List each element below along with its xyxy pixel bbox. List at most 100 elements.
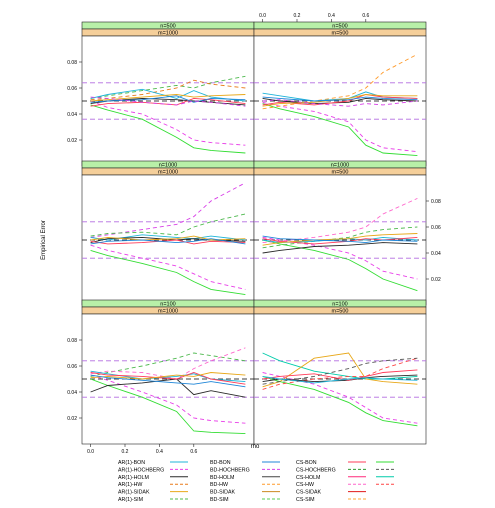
series-line — [90, 244, 246, 290]
series-line — [90, 95, 246, 103]
series-line — [262, 96, 418, 102]
legend-item: AR(1)-HOLM — [118, 475, 188, 481]
series-line — [90, 182, 246, 238]
x-tick-label: 0.2 — [294, 13, 301, 19]
legend-label: BD-HW — [210, 482, 228, 488]
legend-item: AR(1)-HOCHBERG — [118, 467, 188, 473]
series-line — [90, 100, 246, 146]
y-tick-label: 0.04 — [67, 112, 77, 118]
x-tick-label: 0.2 — [122, 449, 129, 455]
y-tick-label: 0.06 — [67, 86, 77, 92]
legend-label: BD-SIDAK — [210, 490, 235, 496]
legend-item: AR(1)-HW — [118, 482, 188, 488]
legend-item: BD-HOLM — [210, 475, 280, 481]
strip-m-label: m=1000 — [158, 31, 178, 37]
series-line — [90, 88, 246, 102]
strip-n-label: n=100 — [160, 302, 175, 308]
y-tick-label: 0.02 — [67, 416, 77, 422]
y-tick-label: 0.06 — [67, 364, 77, 370]
legend-item: CS-HOCHBERG — [296, 467, 366, 473]
legend-label: CS-SIM — [296, 497, 315, 503]
x-tick-label: 0.4 — [156, 449, 163, 455]
legend-label: CS-HOLM — [296, 475, 320, 481]
strip-m-label: m=500 — [332, 170, 349, 176]
legend-item: CS-SIDAK — [296, 490, 366, 496]
series-line — [262, 242, 418, 254]
legend-item: BD-SIM — [210, 497, 280, 503]
y-axis-label: Empirical Error — [41, 220, 47, 260]
series-line — [262, 99, 418, 107]
series-line — [90, 213, 246, 237]
legend-label: BD-BON — [210, 460, 231, 466]
series-line — [262, 53, 418, 110]
y-tick-label: 0.04 — [431, 251, 441, 257]
strip-m-label: m=1000 — [158, 309, 178, 315]
series-line — [262, 357, 418, 385]
legend-label: AR(1)-HW — [118, 482, 142, 488]
strip-n-label: n=500 — [160, 24, 175, 30]
strip-m-label: m=500 — [332, 31, 349, 37]
y-tick-label: 0.08 — [67, 60, 77, 66]
legend-label: BD-HOCHBERG — [210, 467, 250, 473]
y-tick-label: 0.02 — [67, 138, 77, 144]
legend-item: CS-BON — [296, 460, 366, 466]
legend-item: BD-HOCHBERG — [210, 467, 280, 473]
series-line — [90, 104, 246, 154]
y-tick-label: 0.08 — [431, 199, 441, 205]
x-tick-label: 0.4 — [328, 13, 335, 19]
panels: n=500m=10000.020.040.060.08n=500m=5000.0… — [67, 13, 441, 455]
legend-item: CS-HOLM — [296, 475, 366, 481]
series-line — [90, 352, 246, 377]
series-line — [90, 374, 246, 388]
series-line — [262, 94, 418, 107]
series-line — [90, 239, 246, 245]
legend-label: AR(1)-BON — [118, 460, 145, 466]
series-line — [90, 249, 246, 296]
legend-item: BD-HW — [210, 482, 280, 488]
legend-item: AR(1)-BON — [118, 460, 188, 466]
strip-n-label: n=500 — [332, 24, 347, 30]
series-line — [90, 372, 246, 385]
x-tick-label: 0.6 — [362, 13, 369, 19]
legend-label: BD-HOLM — [210, 475, 234, 481]
series-line — [262, 94, 418, 106]
legend-item: AR(1)-SIM — [118, 497, 188, 503]
series-line — [90, 75, 246, 99]
x-tick-label: 0.0 — [259, 13, 266, 19]
series-line — [262, 239, 418, 292]
series-line — [262, 357, 418, 390]
series-line — [262, 236, 418, 280]
y-tick-label: 0.06 — [431, 225, 441, 231]
legend-label: CS-HOCHBERG — [296, 467, 336, 473]
legend-item: BD-SIDAK — [210, 490, 280, 496]
legend-item: BD-BON — [210, 460, 280, 466]
series-line — [262, 369, 418, 381]
legend-label: AR(1)-SIM — [118, 497, 143, 503]
legend-label: CS-BON — [296, 460, 317, 466]
series-line — [262, 235, 418, 244]
series-line — [90, 238, 246, 245]
legend-item: CS-HW — [296, 482, 366, 488]
legend-item: CS-SIM — [296, 497, 366, 503]
x-tick-label: 0.0 — [87, 449, 94, 455]
series-line — [262, 97, 418, 105]
series-line — [90, 96, 246, 107]
strip-n-label: n=100 — [332, 302, 347, 308]
legend-label: CS-SIDAK — [296, 490, 321, 496]
x-axis-label: rho — [251, 444, 260, 450]
series-line — [90, 94, 246, 102]
series-line — [90, 374, 246, 424]
series-line — [262, 103, 418, 157]
legend-label: AR(1)-HOCHBERG — [118, 467, 164, 473]
series-line — [90, 372, 246, 380]
y-tick-label: 0.08 — [67, 338, 77, 344]
strip-m-label: m=500 — [332, 309, 349, 315]
